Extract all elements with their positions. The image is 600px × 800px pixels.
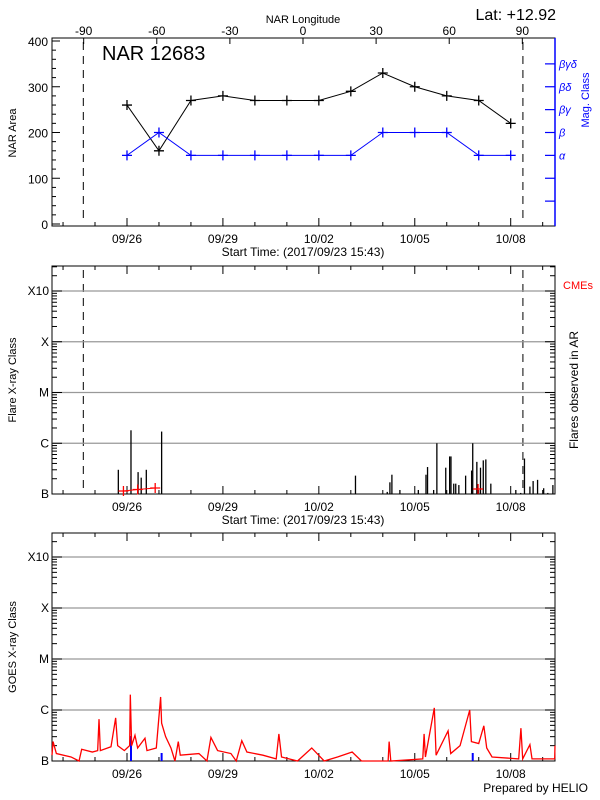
panel3-x-tick-label: 10/05 bbox=[400, 767, 430, 781]
panel1-ylabel: NAR Area bbox=[7, 108, 19, 158]
area-series-marker bbox=[473, 95, 484, 106]
panel3-ylabel: GOES X-ray Class bbox=[7, 601, 19, 693]
area-series-marker bbox=[121, 100, 132, 111]
panel2-x-tick-label: 10/05 bbox=[400, 500, 430, 514]
cme-marker bbox=[150, 483, 161, 493]
footer-credit: Prepared by HELIO bbox=[483, 781, 588, 795]
panel2-x-tick-label: 09/26 bbox=[112, 500, 142, 514]
panel2-y-tick-label: C bbox=[40, 436, 49, 450]
panel1-mag-class-label: βγ bbox=[558, 105, 572, 117]
latitude-label: Lat: +12.92 bbox=[475, 7, 556, 24]
area-series-marker bbox=[377, 68, 388, 79]
panel1-title: NAR 12683 bbox=[102, 43, 205, 65]
panel3-y-tick-label: X10 bbox=[28, 550, 50, 564]
mag-class-series-marker bbox=[249, 150, 260, 161]
panel3-y-tick-label: C bbox=[40, 703, 49, 717]
cme-marker bbox=[118, 486, 129, 496]
panel1-x-tick-label: 10/08 bbox=[496, 232, 526, 246]
panel2-y-tick-label: M bbox=[39, 386, 49, 400]
panel3-x-tick-label: 09/26 bbox=[112, 767, 142, 781]
panel1-longitude-tick-label: 30 bbox=[369, 24, 383, 38]
panel2-xlabel: Start Time: (2017/09/23 15:43) bbox=[222, 513, 385, 527]
panel1-mag-class-label: β bbox=[558, 128, 566, 140]
panel2-x-tick-label: 09/29 bbox=[208, 500, 238, 514]
panel1-mag-class-label: α bbox=[559, 150, 566, 162]
mag-class-series-marker bbox=[345, 150, 356, 161]
panel1-longitude-tick-label: 60 bbox=[443, 24, 457, 38]
panel1-mag-class-label: βγδ bbox=[558, 59, 578, 71]
panel2-x-tick-label: 10/08 bbox=[496, 500, 526, 514]
cme-marker bbox=[473, 484, 484, 494]
panel3-x-tick-label: 10/02 bbox=[304, 767, 334, 781]
area-series-line bbox=[126, 72, 511, 152]
mag-class-series-marker bbox=[473, 150, 484, 161]
mag-class-series-marker bbox=[185, 150, 196, 161]
area-series-marker bbox=[441, 90, 452, 101]
area-series-marker bbox=[185, 95, 196, 106]
panel1-frame bbox=[51, 37, 556, 227]
panel3-x-tick-label: 10/08 bbox=[496, 767, 526, 781]
mag-class-series-marker bbox=[281, 150, 292, 161]
mag-class-series-marker bbox=[121, 150, 132, 161]
mag-class-series-marker bbox=[153, 127, 164, 138]
panel1-y2label: Mag. Class bbox=[580, 72, 592, 128]
panel3-frame bbox=[51, 532, 556, 762]
panel1-y-tick-label: 0 bbox=[41, 218, 48, 232]
panel2-frame bbox=[51, 265, 556, 495]
panel1-y-tick-label: 300 bbox=[28, 81, 48, 95]
area-series-marker bbox=[153, 145, 164, 156]
panel2-y-tick-label: X bbox=[41, 335, 49, 349]
area-series-marker bbox=[505, 118, 516, 129]
panel2-y-tick-label: B bbox=[41, 487, 49, 501]
panel1-top-axis-label: NAR Longitude bbox=[266, 14, 341, 26]
area-series-marker bbox=[313, 95, 324, 106]
panel1-y-tick-label: 400 bbox=[28, 35, 48, 49]
mag-class-series-marker bbox=[409, 127, 420, 138]
panel1-longitude-tick-label: -30 bbox=[221, 24, 239, 38]
panel1-longitude-tick-label: -90 bbox=[75, 24, 93, 38]
panel1-mag-class-label: βδ bbox=[558, 82, 572, 94]
panel1-longitude-tick-label: -60 bbox=[148, 24, 166, 38]
panel2-ylabel: Flare X-ray Class bbox=[7, 337, 19, 422]
panel2-x-tick-label: 10/02 bbox=[304, 500, 334, 514]
panel3-y-tick-label: M bbox=[39, 652, 49, 666]
panel3-y-tick-label: B bbox=[41, 754, 49, 768]
panel1-longitude-tick-label: 0 bbox=[300, 24, 307, 38]
mag-class-series-marker bbox=[505, 150, 516, 161]
area-series-marker bbox=[217, 90, 228, 101]
panel1-x-tick-label: 10/02 bbox=[304, 232, 334, 246]
panel1-x-tick-label: 10/05 bbox=[400, 232, 430, 246]
panel1-x-tick-label: 09/26 bbox=[112, 232, 142, 246]
area-series-marker bbox=[409, 81, 420, 92]
panel1-x-tick-label: 09/29 bbox=[208, 232, 238, 246]
panel1-longitude-tick-label: 90 bbox=[516, 24, 530, 38]
panel2-legend-cmes: CMEs bbox=[563, 280, 593, 292]
panel2-y-tick-label: X10 bbox=[28, 284, 50, 298]
mag-class-series-marker bbox=[377, 127, 388, 138]
panel1-y-tick-label: 100 bbox=[28, 172, 48, 186]
panel1-y-tick-label: 200 bbox=[28, 127, 48, 141]
goes-flux-line bbox=[51, 694, 556, 763]
panel1-xlabel: Start Time: (2017/09/23 15:43) bbox=[222, 245, 385, 259]
area-series-marker bbox=[345, 86, 356, 97]
area-series-marker bbox=[281, 95, 292, 106]
mag-class-series-marker bbox=[313, 150, 324, 161]
panel3-y-tick-label: X bbox=[41, 601, 49, 615]
panel2-y2label: Flares observed in AR bbox=[567, 331, 581, 449]
mag-class-series-marker bbox=[217, 150, 228, 161]
panel3-x-tick-label: 09/29 bbox=[208, 767, 238, 781]
cme-marker bbox=[132, 484, 143, 495]
area-series-marker bbox=[249, 95, 260, 106]
mag-class-series-marker bbox=[441, 127, 452, 138]
